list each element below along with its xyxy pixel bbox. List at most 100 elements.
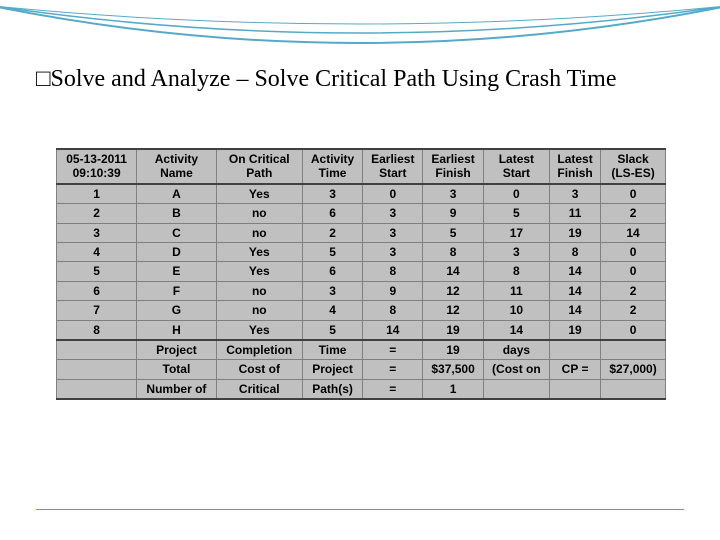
cell-lf: 14 xyxy=(550,281,601,300)
table-row: 2Bno6395112 xyxy=(57,204,666,223)
table-row: 7Gno481210142 xyxy=(57,301,666,320)
cell-name: C xyxy=(137,223,216,242)
cell-name: H xyxy=(137,320,216,340)
cell-crit: Yes xyxy=(216,242,302,261)
cell-crit: no xyxy=(216,301,302,320)
critical-path-table: 05-13-2011 09:10:39 ActivityName On Crit… xyxy=(56,148,666,400)
cell-slack: 14 xyxy=(601,223,666,242)
summary-cell: CP = xyxy=(550,360,601,379)
cell-time: 6 xyxy=(302,204,362,223)
summary-cell xyxy=(57,360,137,379)
table-header-row: 05-13-2011 09:10:39 ActivityName On Crit… xyxy=(57,149,666,184)
cell-time: 3 xyxy=(302,281,362,300)
summary-cell xyxy=(550,340,601,360)
col-earliest-finish: EarliestFinish xyxy=(423,149,483,184)
table-row: 4DYes538380 xyxy=(57,242,666,261)
cell-ls: 11 xyxy=(483,281,549,300)
summary-cell: $37,500 xyxy=(423,360,483,379)
cell-ef: 3 xyxy=(423,184,483,204)
summary-row: ProjectCompletionTime=19days xyxy=(57,340,666,360)
summary-cell: Critical xyxy=(216,379,302,399)
cell-lf: 14 xyxy=(550,301,601,320)
slide-title: □Solve and Analyze – Solve Critical Path… xyxy=(36,64,684,94)
cell-slack: 0 xyxy=(601,184,666,204)
cell-name: B xyxy=(137,204,216,223)
cell-time: 3 xyxy=(302,184,362,204)
cell-lf: 3 xyxy=(550,184,601,204)
cell-lf: 19 xyxy=(550,223,601,242)
cell-crit: Yes xyxy=(216,262,302,281)
summary-cell xyxy=(550,379,601,399)
cell-time: 2 xyxy=(302,223,362,242)
cell-lf: 11 xyxy=(550,204,601,223)
cell-es: 3 xyxy=(363,242,423,261)
cell-slack: 0 xyxy=(601,320,666,340)
summary-cell xyxy=(57,340,137,360)
cell-es: 0 xyxy=(363,184,423,204)
footer-divider xyxy=(36,509,684,510)
summary-cell: = xyxy=(363,379,423,399)
cell-lf: 19 xyxy=(550,320,601,340)
cell-ls: 17 xyxy=(483,223,549,242)
cell-slack: 2 xyxy=(601,204,666,223)
cell-name: G xyxy=(137,301,216,320)
cell-ef: 19 xyxy=(423,320,483,340)
cell-name: A xyxy=(137,184,216,204)
col-timestamp: 05-13-2011 09:10:39 xyxy=(57,149,137,184)
summary-cell: Completion xyxy=(216,340,302,360)
summary-cell xyxy=(601,379,666,399)
summary-cell: $27,000) xyxy=(601,360,666,379)
cell-lf: 8 xyxy=(550,242,601,261)
table-row: 5EYes68148140 xyxy=(57,262,666,281)
cell-ef: 12 xyxy=(423,301,483,320)
cell-slack: 2 xyxy=(601,281,666,300)
summary-cell xyxy=(483,379,549,399)
table-row: 3Cno235171914 xyxy=(57,223,666,242)
timestamp-time: 09:10:39 xyxy=(73,166,121,180)
col-earliest-start: EarliestStart xyxy=(363,149,423,184)
cell-ef: 9 xyxy=(423,204,483,223)
summary-cell: Total xyxy=(137,360,216,379)
summary-cell: Project xyxy=(302,360,362,379)
cell-crit: Yes xyxy=(216,184,302,204)
cell-ef: 12 xyxy=(423,281,483,300)
cell-time: 5 xyxy=(302,320,362,340)
cell-es: 3 xyxy=(363,223,423,242)
table-row: 6Fno391211142 xyxy=(57,281,666,300)
table-row: 8HYes5141914190 xyxy=(57,320,666,340)
cell-n: 7 xyxy=(57,301,137,320)
cell-name: F xyxy=(137,281,216,300)
cell-ef: 5 xyxy=(423,223,483,242)
cell-es: 8 xyxy=(363,262,423,281)
col-activity-time: ActivityTime xyxy=(302,149,362,184)
cell-n: 4 xyxy=(57,242,137,261)
critical-path-table-wrap: 05-13-2011 09:10:39 ActivityName On Crit… xyxy=(56,148,666,400)
cell-name: D xyxy=(137,242,216,261)
summary-row: Number ofCriticalPath(s)=1 xyxy=(57,379,666,399)
summary-cell: Project xyxy=(137,340,216,360)
cell-time: 6 xyxy=(302,262,362,281)
cell-crit: no xyxy=(216,281,302,300)
cell-es: 8 xyxy=(363,301,423,320)
cell-n: 2 xyxy=(57,204,137,223)
cell-n: 6 xyxy=(57,281,137,300)
cell-ls: 10 xyxy=(483,301,549,320)
summary-cell xyxy=(601,340,666,360)
cell-n: 8 xyxy=(57,320,137,340)
table-row: 1AYes303030 xyxy=(57,184,666,204)
cell-ef: 8 xyxy=(423,242,483,261)
title-text: Solve and Analyze – Solve Critical Path … xyxy=(51,66,617,92)
col-latest-start: LatestStart xyxy=(483,149,549,184)
cell-es: 9 xyxy=(363,281,423,300)
cell-n: 5 xyxy=(57,262,137,281)
cell-ls: 14 xyxy=(483,320,549,340)
title-bullet: □ xyxy=(36,65,51,92)
cell-n: 3 xyxy=(57,223,137,242)
summary-cell: = xyxy=(363,340,423,360)
summary-cell: days xyxy=(483,340,549,360)
summary-cell: 19 xyxy=(423,340,483,360)
summary-cell: Cost of xyxy=(216,360,302,379)
summary-cell: Path(s) xyxy=(302,379,362,399)
summary-cell xyxy=(57,379,137,399)
col-slack: Slack(LS-ES) xyxy=(601,149,666,184)
